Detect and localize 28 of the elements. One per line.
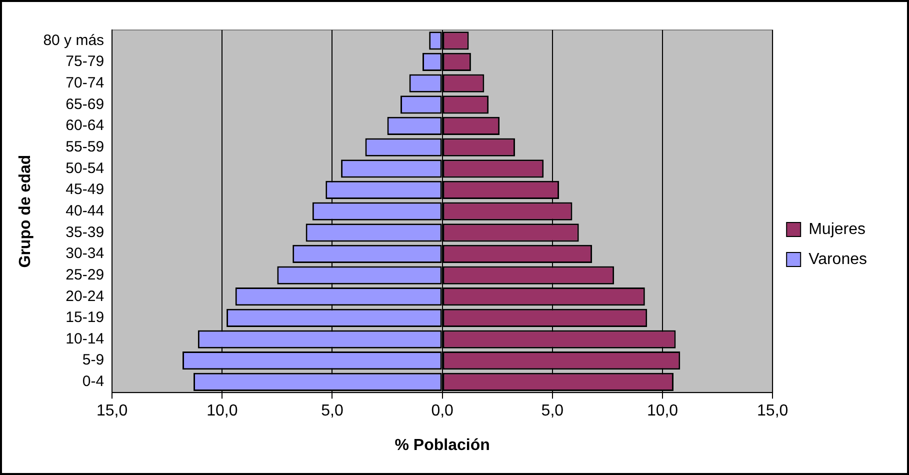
x-tick-label: 5,0 [541, 402, 564, 420]
legend-label: Varones [808, 250, 867, 268]
y-axis-title: Grupo de edad [17, 154, 34, 268]
y-tick-label: 55-59 [66, 138, 104, 156]
y-tick-label: 60-64 [66, 117, 104, 134]
x-tick-label: 10,0 [646, 402, 678, 420]
y-tick-label: 50-54 [66, 160, 104, 177]
y-tick-label: 35-39 [66, 224, 104, 241]
x-tick-label: 15,0 [757, 402, 788, 420]
x-tick-label: 15,0 [96, 402, 128, 420]
y-tick-label: 65-69 [66, 96, 104, 113]
legend-label: Mujeres [808, 220, 866, 238]
x-axis-title: % Población [394, 436, 490, 454]
y-tick-label: 30-34 [66, 245, 104, 262]
y-tick-label: 15-19 [66, 309, 104, 326]
y-tick-label: 80 y más [43, 32, 104, 49]
x-tick-label: 10,0 [206, 402, 238, 420]
y-tick-label: 70-74 [66, 74, 104, 92]
y-tick-label: 0-4 [82, 373, 104, 390]
y-tick-label: 10-14 [66, 330, 104, 348]
y-tick-label: 20-24 [66, 288, 104, 305]
x-tick-label: 5,0 [321, 402, 344, 420]
x-tick-label: 0,0 [431, 402, 454, 420]
y-tick-label: 25-29 [66, 266, 104, 284]
y-tick-label: 75-79 [66, 53, 104, 70]
y-tick-label: 40-44 [66, 202, 104, 220]
y-tick-label: 5-9 [82, 352, 104, 369]
y-tick-label: 45-49 [66, 181, 104, 198]
